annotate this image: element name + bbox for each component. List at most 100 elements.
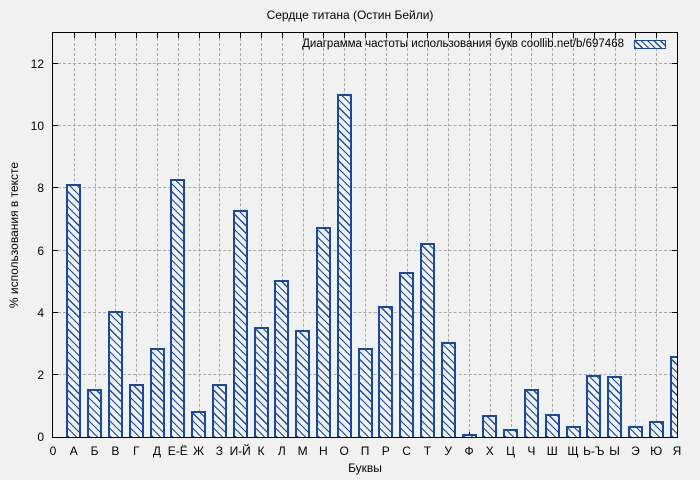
v-gridline <box>635 33 637 437</box>
v-gridline <box>573 33 574 437</box>
x-tick-top <box>385 33 387 38</box>
x-tick-label: О <box>339 444 349 458</box>
bar-П <box>357 348 373 437</box>
y-tick-label: 8 <box>37 181 44 196</box>
y-tick-left <box>53 125 58 127</box>
v-gridline <box>552 33 554 437</box>
x-tick-label: П <box>360 444 370 458</box>
x-tick-label: К <box>257 444 265 458</box>
legend-label: Диаграмма частоты использования букв coo… <box>302 38 624 50</box>
x-tick-top <box>448 33 450 38</box>
v-gridline <box>448 33 450 437</box>
x-tick-top <box>510 33 512 38</box>
x-origin-label: 0 <box>49 444 57 458</box>
x-tick-top <box>531 33 533 38</box>
x-tick-top <box>198 33 200 38</box>
y-tick-label: 2 <box>37 367 44 382</box>
v-gridline <box>281 33 283 437</box>
bar-О <box>336 93 352 437</box>
v-gridline <box>219 33 221 437</box>
x-tick-top <box>219 33 221 38</box>
bar-Б <box>87 388 103 437</box>
bar-В <box>107 311 123 437</box>
y-axis-label: % использования в тексте <box>7 161 21 309</box>
bar-Ш <box>544 413 560 437</box>
x-tick-label: А <box>69 444 78 458</box>
y-tick-left <box>53 311 58 313</box>
x-tick-label: Г <box>132 444 140 458</box>
x-tick-top <box>115 33 117 38</box>
x-tick-top <box>157 33 158 38</box>
y-tick-label: 10 <box>30 119 44 134</box>
x-tick-top <box>614 33 616 38</box>
x-tick-top <box>406 33 408 38</box>
x-tick-label: Л <box>277 444 286 458</box>
x-tick-label: Щ <box>567 444 579 458</box>
x-tick-top <box>261 33 262 38</box>
x-tick-top <box>635 33 637 38</box>
x-tick-top <box>593 33 595 38</box>
bar-Ю <box>648 421 664 437</box>
x-axis-label: Буквы <box>348 461 382 475</box>
y-tick-label: 6 <box>37 243 44 258</box>
x-tick-top <box>573 33 574 38</box>
y-tick-right <box>672 311 677 313</box>
bar-Ь-Ъ <box>586 374 602 437</box>
x-tick-label: Т <box>423 444 432 458</box>
x-tick-top <box>469 33 470 38</box>
x-tick-label: Ч <box>527 444 536 458</box>
y-tick-left <box>53 63 58 65</box>
x-tick-top <box>177 33 179 38</box>
bar-Э <box>627 426 643 437</box>
bar-Л <box>274 280 290 437</box>
bar-Н <box>315 227 331 437</box>
x-tick-label: Ж <box>193 444 205 458</box>
bar-Р <box>378 306 394 437</box>
bar-С <box>399 272 415 437</box>
y-tick-right <box>672 249 677 251</box>
y-tick-left <box>53 373 58 375</box>
v-gridline <box>593 33 595 437</box>
v-gridline <box>614 33 616 437</box>
bar-К <box>253 326 269 437</box>
bar-Е-Ё <box>170 179 186 437</box>
chart-title: Сердце титана (Остин Бейли) <box>266 8 434 22</box>
bar-А <box>66 183 82 437</box>
y-tick-label: 12 <box>30 57 44 72</box>
v-gridline <box>510 33 512 437</box>
v-gridline <box>406 33 408 437</box>
y-tick-left <box>53 249 58 251</box>
x-tick-label: У <box>444 444 452 458</box>
v-gridline <box>469 33 470 437</box>
x-tick-label: Д <box>152 444 162 458</box>
bar-Д <box>149 348 165 437</box>
x-tick-top <box>656 33 658 38</box>
y-tick-right <box>672 125 677 127</box>
v-gridline <box>656 33 658 437</box>
x-tick-top <box>344 33 346 38</box>
v-gridline <box>115 33 117 437</box>
x-tick-top <box>427 33 429 38</box>
v-gridline <box>385 33 387 437</box>
x-tick-label: Ю <box>650 444 663 458</box>
x-tick-label: Ь-Ъ <box>583 444 605 458</box>
bar-Ф <box>461 433 477 437</box>
bar-З <box>211 384 227 437</box>
x-tick-label: В <box>111 444 120 458</box>
x-tick-top <box>552 33 554 38</box>
bar-М <box>295 329 311 437</box>
v-gridline <box>157 33 158 437</box>
x-tick-label: И-Й <box>229 444 251 458</box>
bar-И-Й <box>232 210 248 437</box>
x-tick-label: З <box>215 444 224 458</box>
legend-swatch <box>634 39 666 49</box>
bar-Ч <box>523 388 539 437</box>
x-tick-label: Ы <box>609 444 620 458</box>
bar-Х <box>482 415 498 437</box>
x-tick-top <box>302 33 304 38</box>
y-tick-right <box>672 187 677 189</box>
legend: Диаграмма частоты использования букв coo… <box>302 38 666 50</box>
x-tick-top <box>94 33 96 38</box>
x-tick-label: Ш <box>546 444 558 458</box>
